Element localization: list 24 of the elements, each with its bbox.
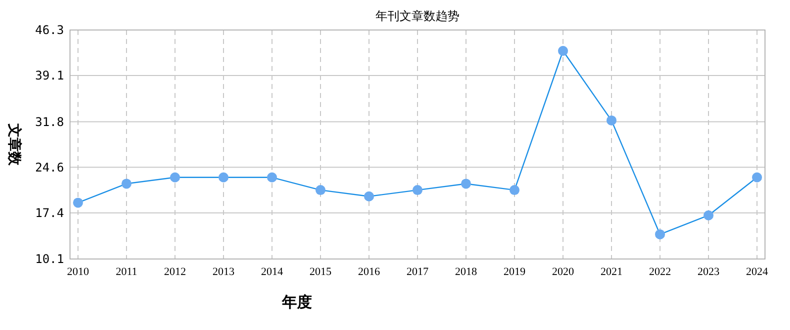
x-tick-label: 2022 xyxy=(649,266,671,278)
x-tick-label: 2019 xyxy=(504,266,526,278)
x-tick-label: 2012 xyxy=(164,266,186,278)
x-axis-title: 年度 xyxy=(281,293,312,311)
x-tick-label: 2021 xyxy=(600,266,622,278)
y-tick-label: 46.3 xyxy=(35,23,64,38)
x-tick-label: 2015 xyxy=(310,266,332,278)
chart-title: 年刊文章数趋势 xyxy=(376,9,460,23)
y-tick-label: 24.6 xyxy=(35,160,64,174)
x-tick-label: 2011 xyxy=(116,266,138,278)
x-tick-label: 2018 xyxy=(455,266,478,278)
y-tick-label: 31.8 xyxy=(35,114,64,129)
x-tick-label: 2024 xyxy=(746,266,768,278)
y-tick-label: 10.1 xyxy=(35,252,64,266)
x-tick-label: 2010 xyxy=(67,266,90,278)
x-tick-label: 2020 xyxy=(552,266,574,278)
y-axis-title: 文章数 xyxy=(6,122,23,166)
y-tick-label: 17.4 xyxy=(35,206,64,220)
x-tick-label: 2023 xyxy=(698,266,720,278)
x-tick-label: 2017 xyxy=(406,266,429,278)
x-tick-label: 2014 xyxy=(261,266,284,278)
x-tick-label: 2013 xyxy=(212,266,235,278)
y-tick-label: 39.1 xyxy=(35,68,64,83)
x-tick-label: 2016 xyxy=(358,266,380,278)
